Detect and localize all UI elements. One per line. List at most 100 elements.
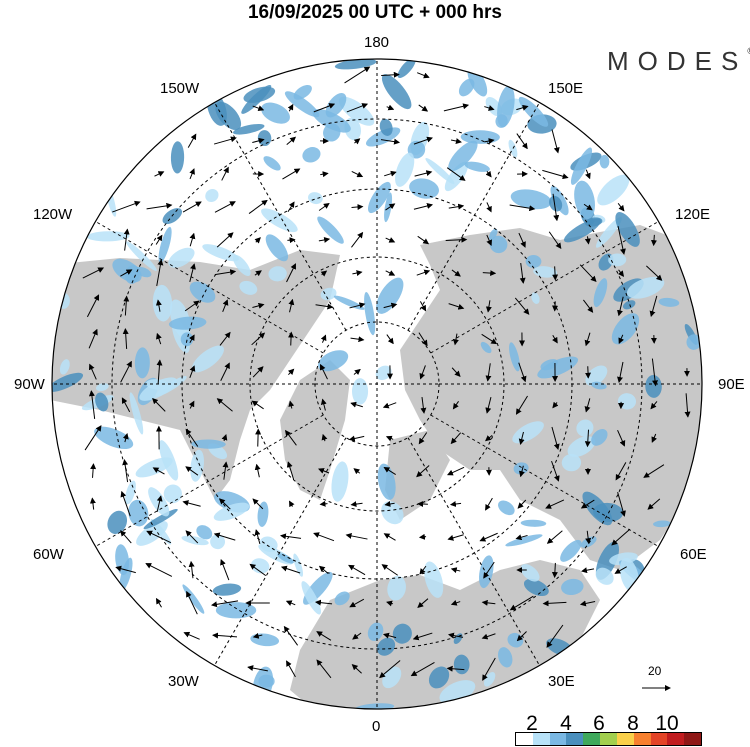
wind-speed-patch xyxy=(611,313,640,345)
wind-speed-patch xyxy=(381,74,412,110)
wind-vector-arrow xyxy=(152,397,166,412)
wind-vector-arrow xyxy=(346,103,369,113)
wind-vector-arrow xyxy=(585,169,591,180)
wind-vector-arrow xyxy=(452,401,459,410)
wind-vector-arrow xyxy=(412,632,433,641)
wind-speed-patch xyxy=(384,192,393,223)
wind-speed-patch xyxy=(170,141,185,174)
wind-vector-arrow xyxy=(617,430,626,447)
wind-vector-arrow xyxy=(318,237,331,243)
lon-label-90e: 90E xyxy=(718,376,745,393)
wind-vector-arrow xyxy=(617,202,625,212)
legend-label: 4 xyxy=(560,712,572,735)
wind-vector-arrow xyxy=(88,390,96,419)
wind-speed-patch xyxy=(134,347,150,379)
wind-speed-patch xyxy=(233,123,265,135)
wind-speed-patch xyxy=(94,426,134,450)
land-north-america xyxy=(52,250,340,500)
wind-vector-arrow xyxy=(509,204,536,212)
wind-vector-arrow xyxy=(286,263,296,283)
wind-vector-arrow xyxy=(188,560,195,579)
wind-vector-arrow xyxy=(618,334,624,345)
wind-speed-patch xyxy=(376,277,404,314)
wind-vector-arrow xyxy=(548,231,562,250)
wind-vector-arrow xyxy=(218,498,231,510)
wind-vector-arrow xyxy=(316,631,332,641)
wind-vector-arrow xyxy=(551,426,560,451)
wind-speed-patch xyxy=(213,502,250,521)
legend-label: 2 xyxy=(526,712,538,735)
wind-speed-patch xyxy=(293,553,304,577)
wind-speed-patch xyxy=(377,463,396,500)
wind-speed-patch xyxy=(595,567,614,585)
wind-vector-arrow xyxy=(320,398,327,411)
wind-vector-arrow xyxy=(123,228,130,251)
wind-vector-arrow xyxy=(349,302,366,309)
wind-vector-arrow xyxy=(518,232,526,248)
wind-vector-arrow xyxy=(518,362,527,383)
wind-vector-arrow xyxy=(447,632,464,639)
wind-vector-arrow xyxy=(509,595,534,611)
wind-vector-arrow xyxy=(254,529,261,545)
wind-vector-arrow xyxy=(416,465,430,478)
wind-speed-patch xyxy=(163,484,182,504)
wind-speed-patch xyxy=(425,157,455,185)
wind-speed-patch xyxy=(582,491,613,526)
wind-vector-arrow xyxy=(154,171,165,177)
wind-vector-arrow xyxy=(551,460,560,482)
wind-speed-patch xyxy=(168,316,207,330)
wind-vector-arrow xyxy=(617,226,626,255)
wind-vector-arrow xyxy=(518,431,525,445)
wind-speed-patch xyxy=(191,345,225,373)
wind-speed-patch xyxy=(202,244,239,262)
meridian-line xyxy=(214,102,347,331)
wind-vector-arrow xyxy=(189,168,195,180)
wind-vector-arrow xyxy=(120,490,131,517)
wind-speed-patch xyxy=(302,147,321,163)
wind-vector-arrow xyxy=(349,598,365,608)
wind-vector-arrow xyxy=(212,632,238,639)
wind-vector-arrow xyxy=(252,302,265,309)
meridian-line xyxy=(430,221,659,354)
wind-speed-patch xyxy=(585,365,608,386)
wind-vector-arrow xyxy=(418,104,429,112)
wind-vector-arrow xyxy=(615,462,627,481)
wind-speed-patch xyxy=(301,581,322,615)
wind-speed-patch xyxy=(498,500,515,516)
wind-vector-arrow xyxy=(249,563,267,577)
wind-vector-arrow xyxy=(384,170,397,177)
wind-vector-arrow xyxy=(189,263,196,282)
wind-vector-arrow xyxy=(156,495,163,512)
legend-label: 6 xyxy=(593,712,605,735)
wind-vector-arrow xyxy=(651,358,658,387)
wind-vector-arrow xyxy=(514,297,530,315)
wind-speed-patch xyxy=(509,342,520,372)
wind-vector-arrow xyxy=(451,367,461,378)
wind-vector-arrow xyxy=(188,400,195,409)
wind-vector-arrow xyxy=(515,395,528,415)
wind-vector-arrow xyxy=(647,498,661,510)
wind-speed-patch xyxy=(591,429,608,446)
wind-vector-arrow xyxy=(414,170,433,177)
wind-vector-arrow xyxy=(617,361,624,383)
wind-vector-arrow xyxy=(152,467,165,475)
wind-vector-arrow xyxy=(122,432,129,443)
wind-speed-patch xyxy=(95,392,109,412)
meridian-line xyxy=(214,437,347,666)
wind-speed-shading xyxy=(52,59,702,709)
land-asia xyxy=(400,225,702,570)
wind-vector-arrow xyxy=(580,499,595,509)
lon-label-120e: 120E xyxy=(675,206,711,223)
wind-speed-patch xyxy=(525,255,542,268)
wind-speed-patch xyxy=(520,564,540,582)
wind-vector-arrow xyxy=(146,530,172,544)
wind-vectors xyxy=(82,66,691,681)
wind-vector-arrow xyxy=(417,598,429,608)
lon-label-180: 180 xyxy=(364,34,390,51)
wind-vector-arrow xyxy=(413,136,433,145)
wind-vector-arrow xyxy=(318,468,330,474)
wind-speed-patch xyxy=(259,536,278,552)
wind-speed-patch xyxy=(561,578,584,596)
wind-vector-arrow xyxy=(483,561,495,579)
wind-speed-patch xyxy=(119,557,133,592)
